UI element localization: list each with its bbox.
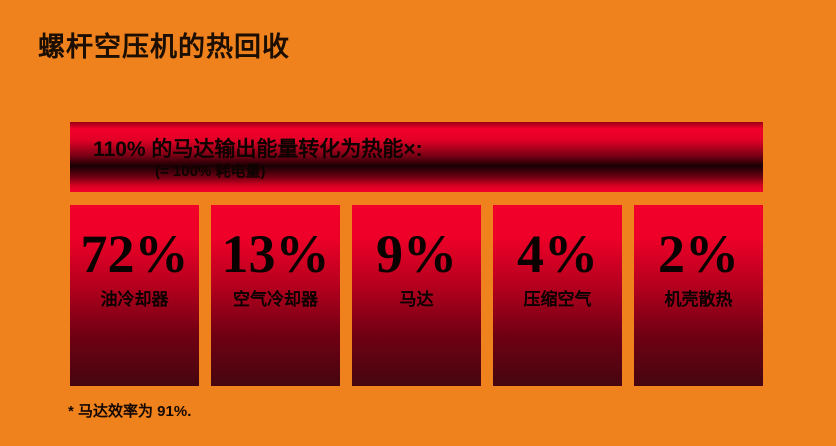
percent-boxes-row: 72% 油冷却器 13% 空气冷却器 9% 马达 4% 压缩空气 2% 机壳散热 xyxy=(70,205,763,386)
percent-value: 4% xyxy=(517,224,598,284)
percent-label: 机壳散热 xyxy=(664,290,733,309)
percent-box-housing-heat: 2% 机壳散热 xyxy=(634,205,763,386)
percent-label: 油冷却器 xyxy=(100,290,169,309)
percent-label: 空气冷却器 xyxy=(233,290,318,309)
banner-headline: 110% 的马达输出能量转化为热能×: xyxy=(93,138,423,161)
banner-subline: (= 100% 耗电量) xyxy=(155,163,266,180)
percent-box-compressed-air: 4% 压缩空气 xyxy=(493,205,622,386)
percent-box-motor: 9% 马达 xyxy=(352,205,481,386)
energy-banner: 110% 的马达输出能量转化为热能×: (= 100% 耗电量) xyxy=(70,122,763,192)
percent-value: 13% xyxy=(221,224,330,284)
percent-value: 2% xyxy=(658,224,739,284)
page-title: 螺杆空压机的热回收 xyxy=(38,32,290,62)
percent-label: 压缩空气 xyxy=(523,290,592,309)
percent-value: 72% xyxy=(80,224,189,284)
percent-label: 马达 xyxy=(399,290,434,309)
percent-value: 9% xyxy=(376,224,457,284)
footnote: * 马达效率为 91%. xyxy=(68,403,192,420)
percent-box-air-cooler: 13% 空气冷却器 xyxy=(211,205,340,386)
percent-box-oil-cooler: 72% 油冷却器 xyxy=(70,205,199,386)
